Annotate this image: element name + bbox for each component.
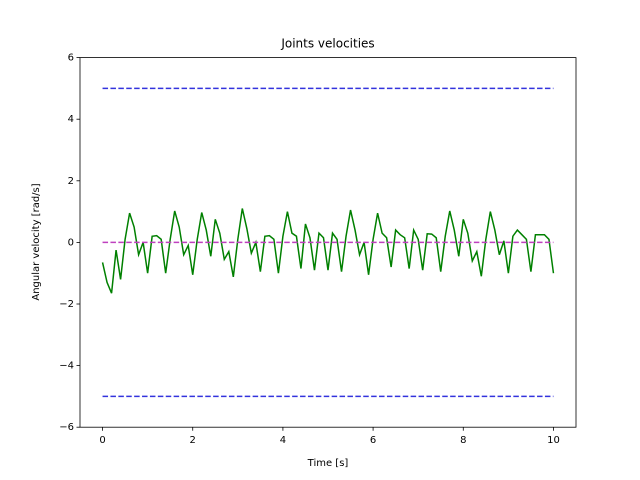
y-tick-label: 0 — [68, 237, 74, 248]
y-tick-label: −6 — [59, 422, 74, 433]
y-tick-label: 4 — [68, 114, 74, 125]
x-tick-label: 10 — [547, 435, 560, 446]
x-tick-label: 8 — [460, 435, 466, 446]
data-line — [101, 208, 555, 294]
chart-title: Joints velocities — [280, 37, 374, 51]
x-tick-label: 6 — [370, 435, 376, 446]
x-tick-label: 4 — [280, 435, 286, 446]
x-tick-label: 0 — [99, 435, 105, 446]
y-tick-label: 2 — [68, 176, 74, 187]
y-tick-label: −4 — [59, 361, 74, 372]
x-tick-label: 2 — [190, 435, 196, 446]
y-axis-label: Angular velocity [rad/s] — [31, 183, 42, 300]
y-tick-label: 6 — [68, 53, 74, 64]
y-tick-label: −2 — [59, 299, 74, 310]
x-axis-label: Time [s] — [307, 458, 349, 469]
